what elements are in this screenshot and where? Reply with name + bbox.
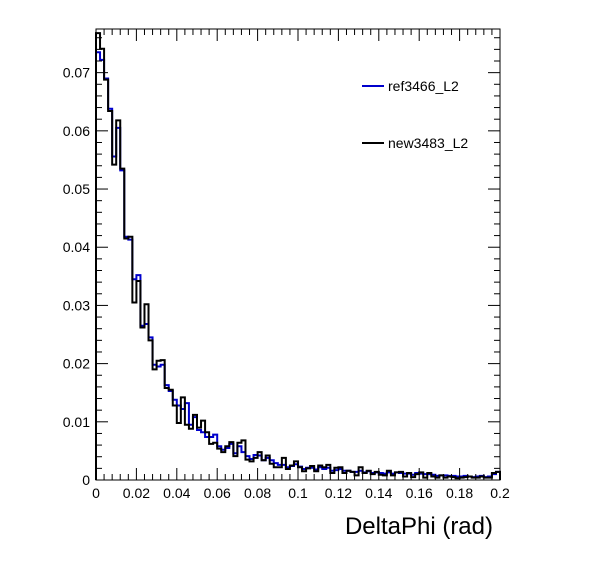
y-tick-label: 0.03 xyxy=(63,297,90,313)
y-tick-label: 0.04 xyxy=(63,239,90,255)
x-tick-label: 0.14 xyxy=(365,485,392,501)
y-tick-label: 0.06 xyxy=(63,123,90,139)
tick-labels: 0 0.02 0.04 0.06 0.08 0.1 0.12 0.14 0.16 0.18 0.2 0… xyxy=(63,65,510,501)
x-tick-label: 0.12 xyxy=(325,485,352,501)
y-tick-label: 0.05 xyxy=(63,181,90,197)
histogram-series-layer xyxy=(95,32,501,480)
y-tick-label: 0.01 xyxy=(63,414,90,430)
x-tick-label: 0.18 xyxy=(446,485,473,501)
x-tick-label: 0.08 xyxy=(244,485,271,501)
plot-frame xyxy=(95,28,501,481)
legend-label: new3483_L2 xyxy=(388,135,468,151)
x-tick-label: 0.02 xyxy=(123,485,150,501)
legend: ref3466_L2 new3483_L2 xyxy=(362,78,468,151)
x-tick-label: 0.2 xyxy=(490,485,510,501)
x-tick-label: 0.04 xyxy=(163,485,190,501)
series-line-new3483-l2 xyxy=(95,32,501,480)
x-axis-title: DeltaPhi (rad) xyxy=(345,513,493,540)
y-tick-label: 0 xyxy=(82,472,90,488)
x-tick-label: 0.16 xyxy=(406,485,433,501)
y-tick-label: 0.07 xyxy=(63,65,90,81)
x-tick-label: 0 xyxy=(92,485,100,501)
axis-ticks xyxy=(95,29,501,481)
legend-label: ref3466_L2 xyxy=(388,78,459,94)
x-tick-label: 0.06 xyxy=(204,485,231,501)
x-tick-label: 0.1 xyxy=(288,485,308,501)
y-tick-label: 0.02 xyxy=(63,356,90,372)
